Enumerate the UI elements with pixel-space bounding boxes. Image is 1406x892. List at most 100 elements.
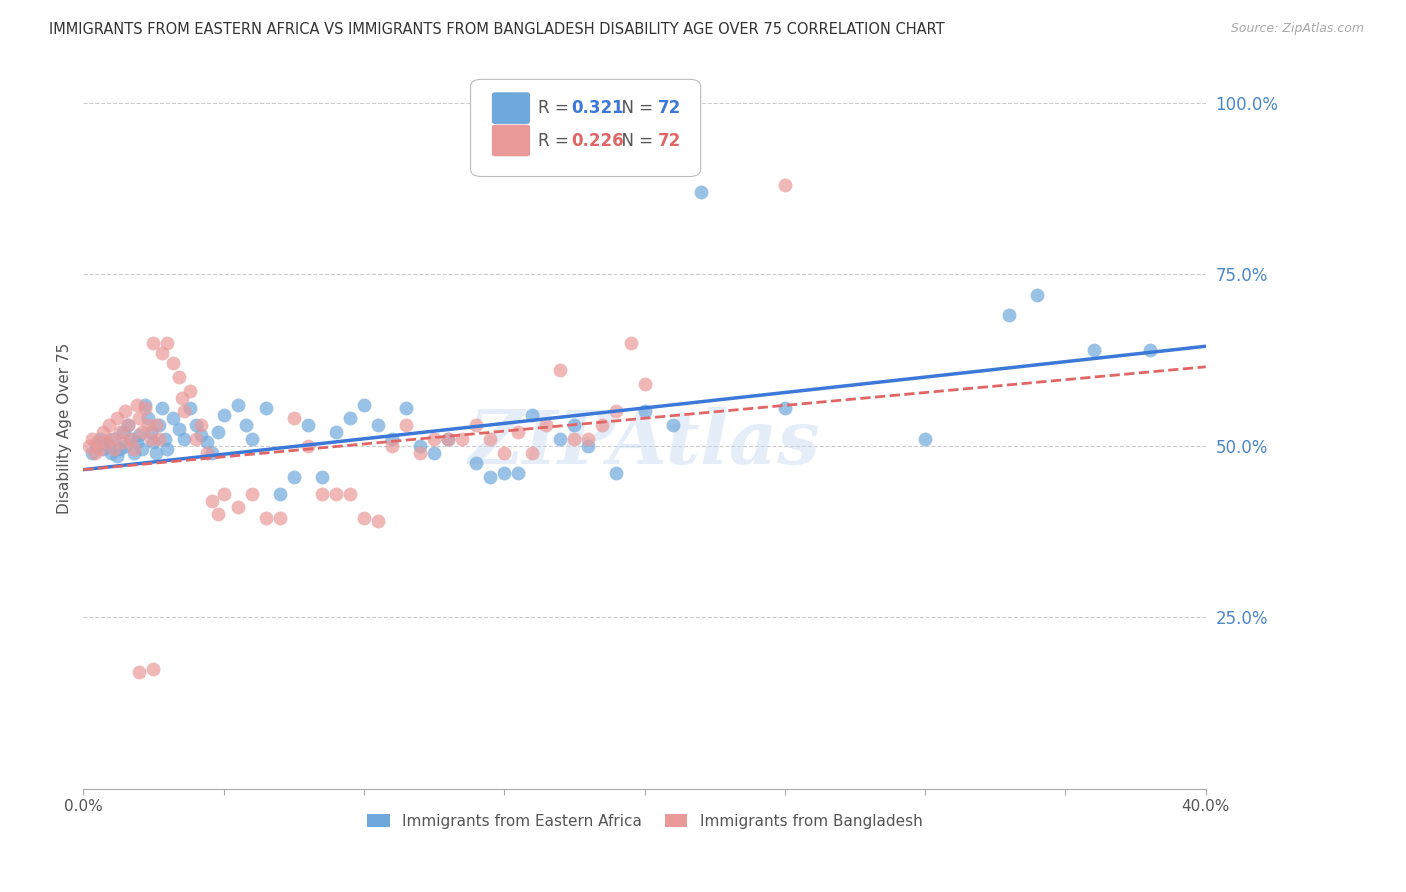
Point <box>162 411 184 425</box>
Point <box>494 466 516 480</box>
Point <box>89 442 111 456</box>
Point <box>125 398 148 412</box>
Point <box>148 432 170 446</box>
Point <box>201 445 224 459</box>
Point <box>103 432 125 446</box>
Text: N =: N = <box>610 99 658 117</box>
Point <box>122 445 145 459</box>
Point <box>564 432 586 446</box>
Point <box>522 408 544 422</box>
Point <box>83 445 105 459</box>
Point <box>139 432 162 446</box>
Point <box>423 445 446 459</box>
Point <box>136 411 159 425</box>
Point <box>120 432 142 446</box>
Point <box>89 432 111 446</box>
Point <box>409 445 432 459</box>
Point <box>605 404 627 418</box>
Point <box>128 665 150 679</box>
Point <box>269 486 291 500</box>
Point <box>105 449 128 463</box>
Point <box>1139 343 1161 357</box>
Point <box>184 418 207 433</box>
Point <box>201 493 224 508</box>
Point <box>564 418 586 433</box>
Point <box>395 401 418 415</box>
Point <box>134 401 156 415</box>
Point <box>97 439 120 453</box>
Point <box>773 178 796 193</box>
Point <box>105 411 128 425</box>
Point <box>283 411 305 425</box>
Point <box>240 432 263 446</box>
Point <box>689 185 711 199</box>
Point <box>254 401 277 415</box>
Point <box>226 500 249 515</box>
Point <box>80 432 103 446</box>
Point <box>465 418 488 433</box>
Point <box>479 469 502 483</box>
Point <box>212 408 235 422</box>
Point <box>451 432 474 446</box>
Text: R =: R = <box>538 131 574 150</box>
Point <box>633 404 655 418</box>
Text: 0.226: 0.226 <box>572 131 624 150</box>
Point <box>353 510 375 524</box>
Point <box>111 435 134 450</box>
Point <box>254 510 277 524</box>
Point <box>170 391 193 405</box>
Point <box>479 432 502 446</box>
Point <box>522 445 544 459</box>
Point <box>508 466 530 480</box>
Point <box>226 398 249 412</box>
Text: ZIPAtlas: ZIPAtlas <box>468 407 820 479</box>
Point <box>179 401 201 415</box>
Point <box>117 418 139 433</box>
Point <box>240 486 263 500</box>
Text: N =: N = <box>610 131 658 150</box>
Text: Source: ZipAtlas.com: Source: ZipAtlas.com <box>1230 22 1364 36</box>
Legend: Immigrants from Eastern Africa, Immigrants from Bangladesh: Immigrants from Eastern Africa, Immigran… <box>360 807 928 835</box>
Point <box>150 346 173 360</box>
Text: 0.321: 0.321 <box>572 99 624 117</box>
Point <box>153 432 176 446</box>
Point <box>409 439 432 453</box>
Point <box>297 418 319 433</box>
Point <box>94 435 117 450</box>
Point <box>508 425 530 439</box>
Text: R =: R = <box>538 99 574 117</box>
Point <box>103 442 125 456</box>
Point <box>111 425 134 439</box>
Point <box>145 418 167 433</box>
Point <box>80 445 103 459</box>
Point <box>122 442 145 456</box>
Point <box>134 398 156 412</box>
Point <box>550 432 572 446</box>
FancyBboxPatch shape <box>492 125 530 156</box>
Y-axis label: Disability Age Over 75: Disability Age Over 75 <box>58 343 72 514</box>
Point <box>381 432 404 446</box>
Point <box>914 432 936 446</box>
Point <box>125 435 148 450</box>
Point <box>86 435 108 450</box>
Point <box>311 486 333 500</box>
Point <box>661 418 683 433</box>
Point <box>139 425 162 439</box>
Point <box>437 432 460 446</box>
Point <box>212 486 235 500</box>
Point <box>367 418 389 433</box>
Point <box>114 404 136 418</box>
Point <box>190 428 212 442</box>
Point <box>100 445 122 459</box>
Point <box>207 507 229 521</box>
Point <box>173 404 195 418</box>
Point <box>437 432 460 446</box>
Point <box>156 442 179 456</box>
Point <box>395 418 418 433</box>
Point <box>156 335 179 350</box>
Point <box>142 661 165 675</box>
FancyBboxPatch shape <box>471 79 700 177</box>
Point <box>578 432 600 446</box>
Point <box>207 425 229 439</box>
Point <box>128 411 150 425</box>
